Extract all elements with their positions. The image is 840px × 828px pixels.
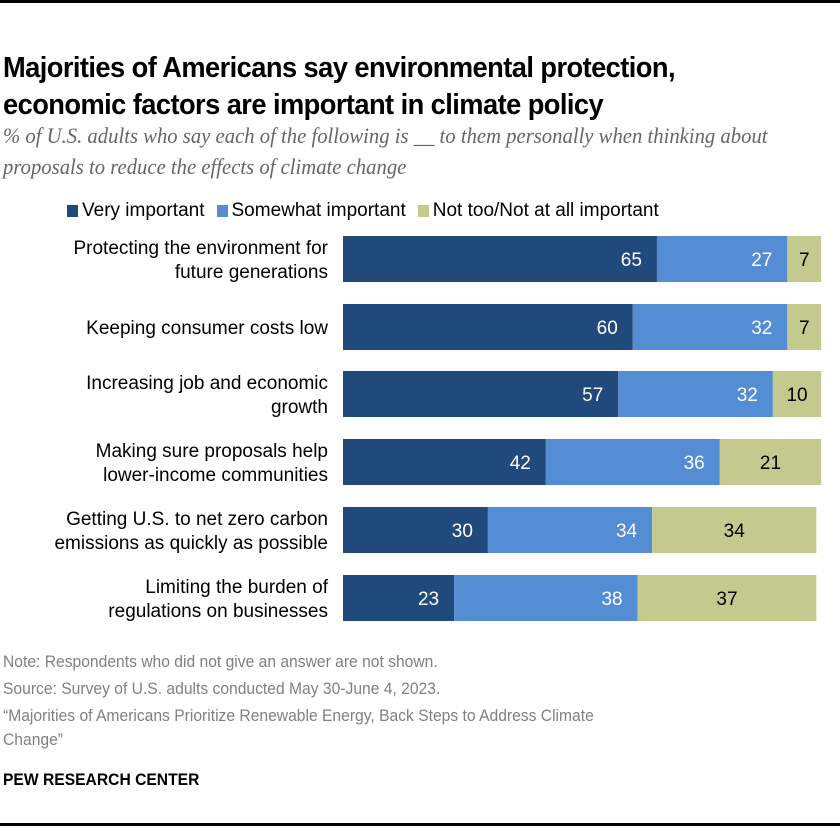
category-label-line: Getting U.S. to net zero carbon [66, 509, 328, 530]
bar-segment-somewhat-important [545, 439, 720, 485]
legend-swatch-not-important [417, 205, 429, 217]
bar-segment-somewhat-important [618, 371, 773, 417]
category-label-line: lower-income communities [103, 465, 328, 486]
bar-segment-not-too-not-at-all-important [652, 507, 817, 553]
category-label-line: regulations on businesses [108, 601, 328, 622]
bar-row: Keeping consumer costs low 60 32 7 [86, 304, 822, 350]
bottom-rule [0, 823, 840, 826]
legend-label-somewhat-important: Somewhat important [231, 200, 406, 221]
bar-segment-very-important [343, 507, 488, 553]
category-label: Protecting the environment for future gen… [73, 238, 328, 283]
stacked-bar-chart: Protecting the environment for future gen… [54, 236, 822, 622]
legend-item-very-important: Very important [67, 200, 205, 222]
legend-label-very-important: Very important [82, 200, 205, 221]
data-label-somewhat-important: 27 [751, 250, 772, 271]
bar-segment-not-too-not-at-all-important [719, 439, 822, 485]
bar-segment-not-too-not-at-all-important [787, 304, 822, 350]
footer-report-line2: Change” [3, 730, 64, 749]
bar-segment-very-important [343, 304, 633, 350]
data-label-very-important: 23 [418, 589, 439, 610]
bar-segment-somewhat-important [487, 507, 653, 553]
bar-segment-very-important [343, 439, 546, 485]
legend-swatch-somewhat-important [216, 205, 228, 217]
bar-segment-very-important [343, 371, 619, 417]
data-label-somewhat-important: 32 [737, 385, 758, 406]
category-label-line: Limiting the burden of [145, 577, 328, 598]
data-label-very-important: 57 [582, 385, 603, 406]
data-label-not-too-not-at-all-important: 7 [799, 318, 810, 339]
bar-row: Increasing job and economic growth 57 32 10 [86, 371, 822, 418]
bar-segment-very-important [343, 236, 657, 282]
bar-row: Limiting the burden of regulations on bus… [108, 575, 817, 622]
category-label: Limiting the burden of regulations on bus… [108, 577, 328, 622]
legend-swatch-very-important [67, 205, 78, 217]
category-label-line: growth [271, 397, 328, 418]
footer-report-line1: “Majorities of Americans Prioritize Rene… [3, 706, 594, 725]
bar-row: Making sure proposals help lower-income c… [96, 439, 822, 486]
category-label-line: Making sure proposals help [96, 441, 328, 462]
bar-segment-not-too-not-at-all-important [637, 575, 817, 621]
data-label-not-too-not-at-all-important: 34 [724, 521, 746, 542]
category-label-line: emissions as quickly as possible [54, 533, 328, 554]
chart-title: Majorities of Americans say environmenta… [3, 52, 676, 121]
category-label-line: future generations [175, 262, 328, 283]
category-label: Increasing job and economic growth [86, 373, 328, 418]
footer-source: Source: Survey of U.S. adults conducted … [3, 679, 441, 698]
category-label-line: Keeping consumer costs low [86, 318, 328, 339]
bar-segment-somewhat-important [454, 575, 638, 621]
bar-row: Getting U.S. to net zero carbon emissions… [54, 507, 817, 554]
data-label-not-too-not-at-all-important: 10 [786, 385, 807, 406]
data-label-somewhat-important: 36 [684, 453, 705, 474]
bar-segment-very-important [343, 575, 455, 621]
data-label-somewhat-important: 32 [751, 318, 772, 339]
legend-item-not-important: Not too/Not at all important [417, 200, 659, 222]
bar-segment-somewhat-important [656, 236, 788, 282]
data-label-very-important: 30 [452, 521, 473, 542]
top-rule [0, 0, 840, 3]
chart-subtitle: % of U.S. adults who say each of the fol… [3, 123, 768, 179]
category-label: Keeping consumer costs low [86, 318, 328, 339]
data-label-not-too-not-at-all-important: 7 [799, 250, 810, 271]
legend: Very important Somewhat important Not to… [67, 200, 671, 222]
category-label-line: Protecting the environment for [73, 238, 328, 259]
data-label-very-important: 65 [621, 250, 642, 271]
legend-item-somewhat-important: Somewhat important [216, 200, 406, 222]
footer-note: Note: Respondents who did not give an an… [3, 652, 438, 671]
data-label-not-too-not-at-all-important: 21 [760, 453, 781, 474]
data-label-somewhat-important: 34 [616, 521, 638, 542]
legend-label-not-important: Not too/Not at all important [432, 200, 659, 221]
pew-brand: PEW RESEARCH CENTER [3, 770, 200, 789]
category-label-line: Increasing job and economic [86, 373, 328, 394]
data-label-not-too-not-at-all-important: 37 [716, 589, 737, 610]
bar-segment-somewhat-important [632, 304, 788, 350]
bar-row: Protecting the environment for future gen… [73, 236, 822, 283]
data-label-somewhat-important: 38 [601, 589, 622, 610]
bar-segment-not-too-not-at-all-important [787, 236, 822, 282]
data-label-very-important: 60 [597, 318, 618, 339]
category-label: Getting U.S. to net zero carbon emissions… [54, 509, 328, 554]
data-label-very-important: 42 [510, 453, 531, 474]
category-label: Making sure proposals help lower-income c… [96, 441, 328, 486]
bar-segment-not-too-not-at-all-important [772, 371, 822, 417]
